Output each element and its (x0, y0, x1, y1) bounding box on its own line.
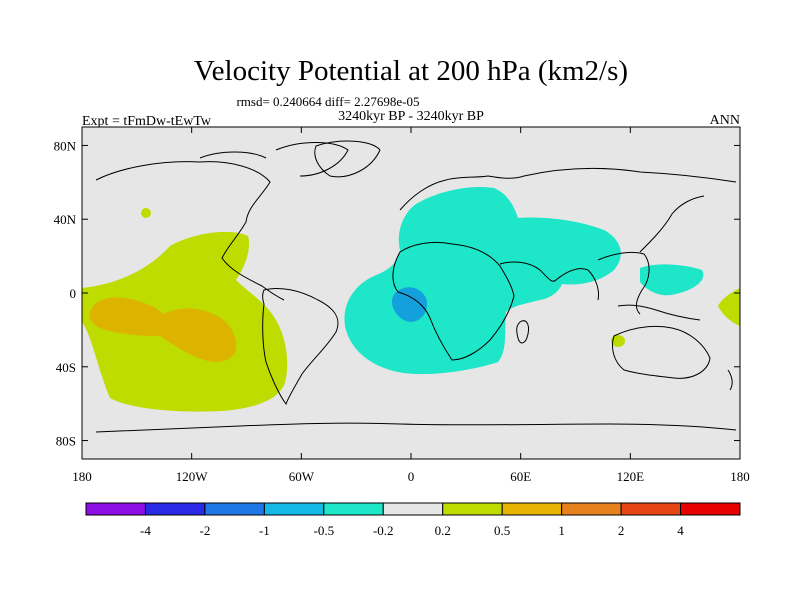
coast-europe (399, 168, 737, 211)
coast-southeast-asia (597, 251, 650, 315)
lat-tick-label: 40N (54, 212, 77, 227)
lon-tick-label: 120E (617, 469, 645, 484)
contour-positive-mid-pacific (89, 297, 237, 362)
colorbar-label: 0.5 (494, 523, 510, 538)
contour-negative-mid-congo (391, 287, 428, 322)
colorbar-label: 1 (558, 523, 565, 538)
lon-tick-label: 0 (408, 469, 415, 484)
experiment-label: Expt = tFmDw-tEwTw (82, 114, 212, 129)
colorbar-swatch (263, 502, 325, 516)
coast-canadian-arctic (199, 142, 349, 177)
colorbar-label: 4 (677, 523, 684, 538)
colorbar-label: -2 (199, 523, 210, 538)
coast-arabia-india (499, 261, 599, 301)
coast-africa (392, 241, 515, 361)
colorbar-label: -4 (140, 523, 151, 538)
coast-new-zealand (727, 369, 733, 391)
lat-tick-label: 40S (56, 360, 76, 375)
longitude-axis: 180 120W 60W 0 60E 120E 180 (72, 127, 750, 484)
colorbar-swatch (204, 502, 265, 516)
lon-tick-label: 60W (289, 469, 315, 484)
contour-positive-weak-west-pacific-edge (718, 288, 740, 326)
colorbar-swatch (561, 502, 622, 516)
period-subtitle: 3240kyr BP - 3240kyr BP (338, 109, 484, 124)
coast-antarctica (95, 422, 737, 433)
lon-tick-label: 120W (176, 469, 209, 484)
coast-madagascar (516, 320, 529, 344)
coast-greenland (314, 140, 381, 178)
figure-title: Velocity Potential at 200 hPa (km2/s) (194, 55, 628, 87)
coast-indonesia (617, 304, 701, 321)
coast-east-asia (639, 195, 705, 253)
lat-tick-label: 0 (70, 286, 77, 301)
colorbar-swatch (382, 502, 444, 516)
contour-negative-weak-africa-eurasia (344, 186, 621, 375)
colorbar-label: -1 (259, 523, 270, 538)
coast-australia (611, 325, 711, 379)
colorbar-swatch (85, 502, 146, 516)
coastlines (95, 140, 737, 433)
lon-tick-label: 180 (72, 469, 92, 484)
colorbar-label: 2 (618, 523, 625, 538)
contour-positive-weak-australia-spot (611, 335, 625, 347)
colorbar-label: -0.5 (314, 523, 335, 538)
colorbar-swatch (680, 502, 741, 516)
colorbar-swatch (501, 502, 563, 516)
colorbar-swatch (144, 502, 206, 516)
coast-north-america (95, 161, 285, 301)
colorbar-swatch (323, 502, 384, 516)
lon-tick-label: 180 (730, 469, 750, 484)
latitude-axis: 80N 40N 0 40S 80S (54, 138, 740, 449)
season-label: ANN (710, 113, 740, 128)
colorbar-swatch (620, 502, 682, 516)
lat-tick-label: 80S (56, 434, 76, 449)
lat-tick-label: 80N (54, 138, 77, 153)
colorbar: -4 -2 -1 -0.5 -0.2 0.2 0.5 1 2 4 (85, 502, 741, 538)
lon-tick-label: 60E (510, 469, 531, 484)
contour-positive-weak-north-pacific-spot (141, 208, 151, 218)
colorbar-label: 0.2 (435, 523, 451, 538)
map-panel (82, 127, 740, 459)
coast-south-america (262, 287, 339, 406)
stats-subtitle: rmsd= 0.240664 diff= 2.27698e-05 (236, 94, 419, 109)
colorbar-label: -0.2 (373, 523, 394, 538)
colorbar-swatch (442, 502, 503, 516)
contour-negative-weak-maritime-continent (640, 264, 704, 296)
